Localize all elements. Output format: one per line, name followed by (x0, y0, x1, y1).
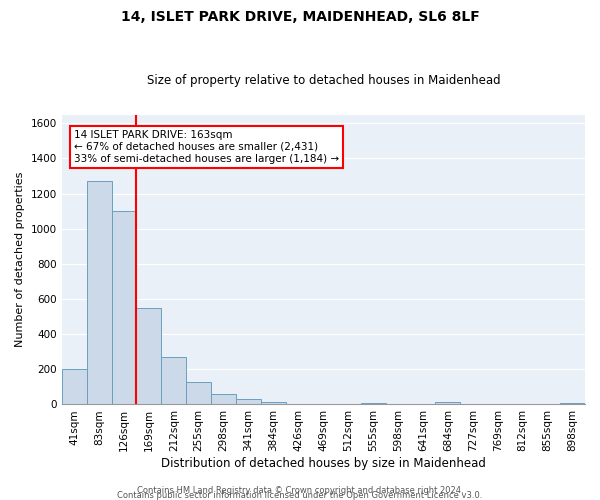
Title: Size of property relative to detached houses in Maidenhead: Size of property relative to detached ho… (146, 74, 500, 87)
Y-axis label: Number of detached properties: Number of detached properties (15, 172, 25, 347)
Bar (86, 182, 112, 404)
Bar (361, 402, 386, 404)
Bar (436, 402, 460, 404)
Bar (211, 394, 236, 404)
Text: 14, ISLET PARK DRIVE, MAIDENHEAD, SL6 8LF: 14, ISLET PARK DRIVE, MAIDENHEAD, SL6 8L… (121, 10, 479, 24)
Text: 14 ISLET PARK DRIVE: 163sqm
← 67% of detached houses are smaller (2,431)
33% of : 14 ISLET PARK DRIVE: 163sqm ← 67% of det… (74, 130, 339, 164)
Bar (136, 308, 161, 404)
Bar (261, 402, 286, 404)
Bar (236, 399, 261, 404)
Text: Contains HM Land Registry data © Crown copyright and database right 2024.: Contains HM Land Registry data © Crown c… (137, 486, 463, 495)
Bar (161, 357, 186, 405)
X-axis label: Distribution of detached houses by size in Maidenhead: Distribution of detached houses by size … (161, 457, 486, 470)
Bar (62, 370, 86, 404)
Bar (112, 211, 136, 404)
Bar (186, 382, 211, 404)
Text: Contains public sector information licensed under the Open Government Licence v3: Contains public sector information licen… (118, 490, 482, 500)
Bar (560, 402, 585, 404)
